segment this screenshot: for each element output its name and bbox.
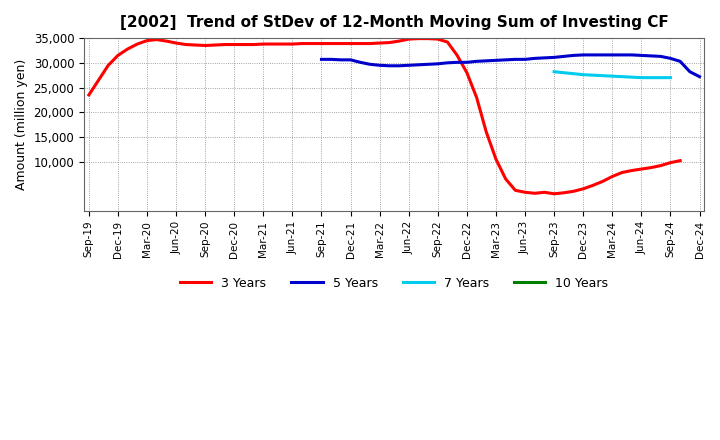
Legend: 3 Years, 5 Years, 7 Years, 10 Years: 3 Years, 5 Years, 7 Years, 10 Years (175, 272, 613, 295)
Title: [2002]  Trend of StDev of 12-Month Moving Sum of Investing CF: [2002] Trend of StDev of 12-Month Moving… (120, 15, 669, 30)
Y-axis label: Amount (million yen): Amount (million yen) (15, 59, 28, 190)
